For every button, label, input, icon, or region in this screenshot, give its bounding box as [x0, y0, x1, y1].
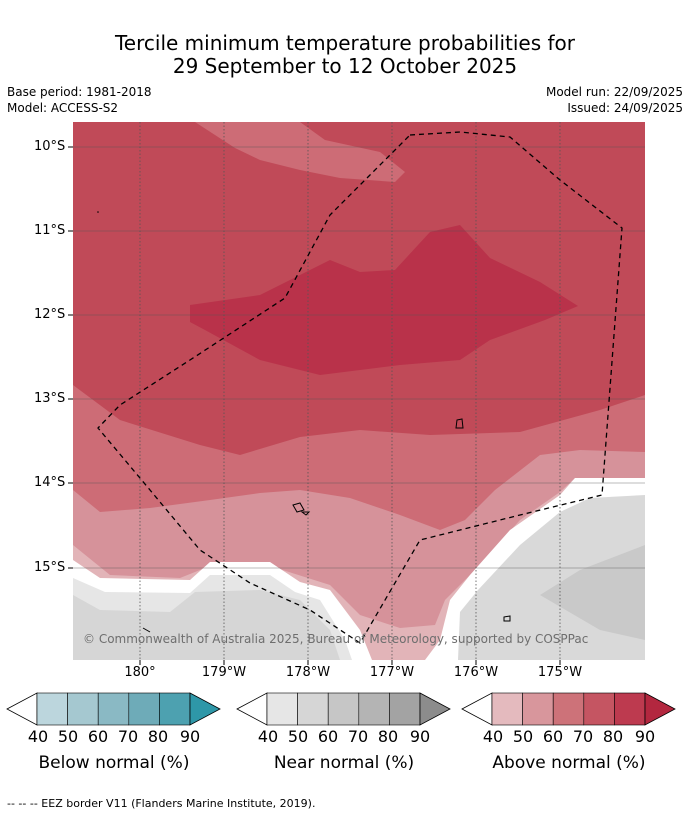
lat-label-13s: 13°S: [34, 391, 66, 406]
colorbar-segment: [266, 692, 298, 726]
colorbar-extension-low: [236, 692, 268, 726]
probability-field: [73, 122, 645, 660]
colorbar-segment: [97, 692, 130, 726]
colorbar-segment: [128, 692, 160, 726]
tick-near-80: 80: [377, 727, 399, 746]
lat-label-14s: 14°S: [34, 475, 66, 490]
lon-label-175w: 175°W: [537, 665, 583, 680]
tick-above-40: 40: [482, 727, 504, 746]
eez-border: [97, 131, 623, 644]
colorbar-segment: [327, 692, 360, 726]
colorbar-label-below: Below normal (%): [38, 753, 190, 773]
colorbar-segment: [614, 692, 646, 726]
colorbar-extension-high: [189, 692, 221, 726]
colorbar-segment: [583, 692, 615, 726]
eez-footnote: -- -- -- EEZ border V11 (Flanders Marine…: [7, 797, 316, 810]
colorbar-segment: [159, 692, 191, 726]
lon-label-176w: 176°W: [453, 665, 499, 680]
lat-label-12s: 12°S: [34, 307, 66, 322]
colorbar-extension-low: [6, 692, 38, 726]
colorbar-label-above: Above normal (%): [492, 753, 646, 773]
region-near-60: [540, 545, 645, 640]
colorbar-below-normal: [6, 692, 221, 726]
chart-title: Tercile minimum temperature probabilitie…: [0, 32, 690, 78]
model-run: Model run: 22/09/2025: [545, 85, 683, 99]
colorbar-segment: [36, 692, 68, 726]
tick-below-40: 40: [27, 727, 49, 746]
lat-gridlines: [73, 146, 645, 569]
tick-below-90: 90: [179, 727, 201, 746]
tick-near-90: 90: [409, 727, 431, 746]
region-above-70-top: [195, 122, 405, 182]
tick-below-60: 60: [87, 727, 109, 746]
colorbar-label-near: Near normal (%): [273, 753, 415, 773]
island-5: [142, 627, 151, 633]
colorbar-above-normal: [461, 692, 676, 726]
island-1: [292, 502, 305, 513]
tick-above-80: 80: [602, 727, 624, 746]
tick-near-40: 40: [257, 727, 279, 746]
lon-label-177w: 177°W: [369, 665, 415, 680]
island-6: [97, 211, 99, 213]
axis-ticks: [68, 146, 561, 665]
region-near-50-left: [73, 590, 340, 660]
tick-above-50: 50: [512, 727, 534, 746]
tick-above-60: 60: [542, 727, 564, 746]
colorbar-segment: [389, 692, 421, 726]
lon-label-178w: 178°W: [285, 665, 331, 680]
lat-label-11s: 11°S: [34, 223, 66, 238]
gridlines: [139, 122, 561, 660]
tick-near-70: 70: [347, 727, 369, 746]
tick-near-60: 60: [317, 727, 339, 746]
colorbar-segment: [358, 692, 390, 726]
colorbar-near-normal: [236, 692, 451, 726]
title-line-2: 29 September to 12 October 2025: [172, 54, 518, 78]
colorbar-segment: [67, 692, 99, 726]
model-name: Model: ACCESS-S2: [7, 101, 119, 115]
issued-date: Issued: 24/09/2025: [567, 101, 683, 115]
island-2: [300, 511, 311, 516]
tick-below-70: 70: [117, 727, 139, 746]
colorbar-segment: [522, 692, 554, 726]
lat-label-10s: 10°S: [34, 139, 66, 154]
tick-above-90: 90: [634, 727, 656, 746]
colorbar-extension-high: [419, 692, 451, 726]
colorbar-extension-low: [461, 692, 493, 726]
colorbar-extension-high: [644, 692, 676, 726]
base-period: Base period: 1981-2018: [7, 85, 152, 99]
island-4: [503, 615, 511, 622]
meta-right: Model run: 22/09/2025 Issued: 24/09/2025: [546, 84, 683, 116]
tick-near-50: 50: [287, 727, 309, 746]
colorbar-segment: [552, 692, 585, 726]
tick-above-70: 70: [572, 727, 594, 746]
tick-below-80: 80: [147, 727, 169, 746]
title-line-1: Tercile minimum temperature probabilitie…: [114, 31, 576, 55]
copyright-notice: © Commonwealth of Australia 2025, Bureau…: [83, 632, 589, 646]
lon-label-180: 180°: [124, 665, 156, 680]
meta-left: Base period: 1981-2018 Model: ACCESS-S2: [7, 84, 152, 116]
lat-label-15s: 15°S: [34, 560, 66, 575]
lon-label-179w: 179°W: [201, 665, 247, 680]
tick-below-50: 50: [57, 727, 79, 746]
colorbar-segment: [297, 692, 329, 726]
island-3: [455, 418, 464, 429]
region-above-90: [190, 225, 578, 375]
colorbar-segment: [491, 692, 523, 726]
